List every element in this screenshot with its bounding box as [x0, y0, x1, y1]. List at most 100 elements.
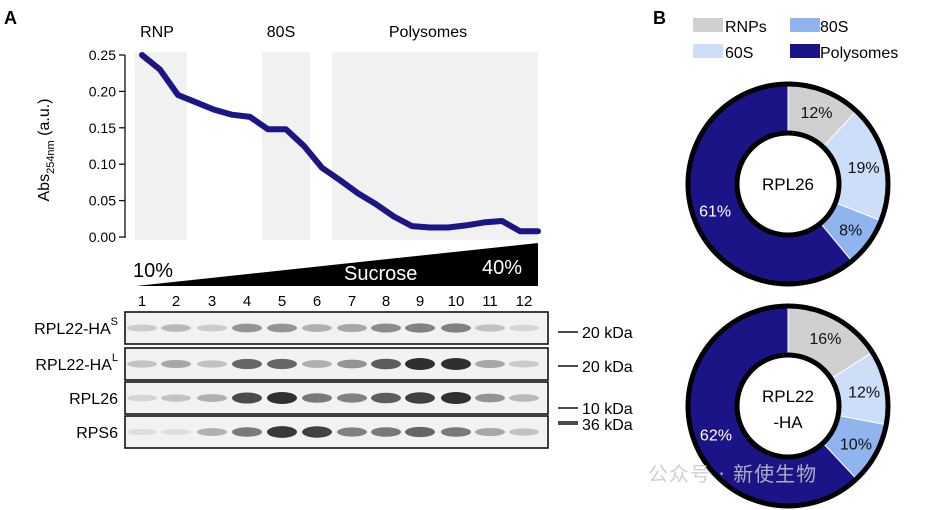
legend-label: RNPs — [725, 19, 767, 36]
blot-strip: RPL26 10 kDa — [69, 381, 633, 418]
gradient-low-label: 10% — [133, 260, 173, 282]
blot-band — [441, 427, 471, 437]
blot-band — [405, 358, 435, 370]
fraction-number: 1 — [138, 293, 146, 310]
marker-label: 20 kDa — [582, 359, 633, 376]
region-label-rnp: RNP — [140, 24, 174, 41]
blot-band — [405, 426, 435, 438]
legend-label: Polysomes — [820, 45, 898, 62]
legend-swatch — [693, 44, 723, 58]
fraction-number: 9 — [416, 293, 424, 310]
marker-label: 10 kDa — [582, 401, 633, 418]
blot-band — [405, 392, 435, 404]
blot-band — [232, 427, 262, 437]
blot-band — [475, 393, 505, 403]
gradient-high-label: 40% — [482, 257, 522, 279]
sucrose-gradient-wedge — [136, 243, 538, 286]
fraction-number: 7 — [348, 293, 356, 310]
legend-swatch — [790, 18, 820, 32]
donut-center-label: -HA — [773, 413, 803, 432]
donut-slice-label: 12% — [848, 384, 880, 401]
blot-band — [371, 358, 401, 370]
blot-band — [267, 358, 297, 370]
gradient-label: Sucrose — [344, 263, 417, 285]
donut-chart: 16% 12% 10% 62% RPL22 -HA — [685, 303, 891, 509]
y-tick-label: 0.25 — [89, 47, 116, 63]
blot-band — [197, 360, 227, 368]
legend-swatch — [790, 44, 820, 58]
blot-band — [161, 359, 191, 369]
y-tick-label: 0.15 — [89, 120, 116, 136]
western-blots: RPL22-HAS 20 kDa RPL22-HAL 20 kDa RPL26 10 kD… — [34, 311, 633, 449]
blot-band — [127, 428, 157, 436]
blot-band — [441, 323, 471, 333]
blot-band — [161, 428, 191, 436]
rnp-region-shade — [135, 52, 187, 240]
blot-band — [405, 323, 435, 333]
blot-band — [161, 324, 191, 332]
legend-label: 60S — [725, 45, 753, 62]
legend-swatch — [693, 18, 723, 32]
blot-band — [267, 323, 297, 333]
blot-band — [509, 394, 539, 402]
blot-band — [337, 393, 367, 403]
legend-label: 80S — [820, 19, 848, 36]
donut-slice-label: 12% — [801, 105, 833, 122]
blot-label: RPS6 — [76, 425, 118, 442]
blot-band — [127, 394, 157, 402]
fraction-number: 5 — [278, 293, 286, 310]
y-tick-label: 0.00 — [89, 229, 116, 245]
blot-band — [197, 324, 227, 332]
marker-label: 20 kDa — [582, 325, 633, 342]
fraction-number: 2 — [172, 293, 180, 310]
watermark: 公众号 · 新使生物 — [648, 462, 818, 486]
marker-label: 36 kDa — [582, 417, 633, 434]
region-label-80s: 80S — [267, 24, 295, 41]
blot-band — [509, 324, 539, 332]
blot-band — [475, 324, 505, 332]
blot-band — [302, 324, 332, 332]
donut-center — [734, 352, 842, 460]
blot-strip: RPL22-HAL 20 kDa — [35, 347, 633, 381]
blot-band — [232, 358, 262, 370]
fraction-number: 4 — [243, 293, 251, 310]
blot-band — [302, 426, 332, 438]
blot-band — [475, 427, 505, 437]
fraction-number: 3 — [208, 293, 216, 310]
donut-slice-label: 16% — [809, 331, 841, 348]
blot-strip: RPL22-HAS 20 kDa — [34, 311, 633, 345]
blot-band — [302, 393, 332, 403]
donut-slice-label: 19% — [848, 160, 880, 177]
donut-slice-label: 8% — [839, 223, 862, 240]
blot-band — [127, 324, 157, 332]
blot-band — [302, 360, 332, 368]
blot-label: RPL22-HAS — [34, 316, 118, 338]
y-tick-label: 0.10 — [89, 156, 116, 172]
blot-band — [127, 360, 157, 368]
blot-band — [509, 428, 539, 436]
blot-band — [475, 359, 505, 369]
donut-center-label: RPL22 — [762, 387, 814, 406]
donut-center — [734, 130, 842, 238]
blot-label: RPL26 — [69, 391, 118, 408]
region-label-polysomes: Polysomes — [389, 24, 467, 41]
fraction-number: 6 — [313, 293, 321, 310]
blot-band — [337, 323, 367, 333]
blot-band — [371, 392, 401, 404]
fraction-number: 12 — [516, 293, 533, 310]
donut-outer-ring — [685, 81, 891, 287]
donut-outer-ring — [685, 303, 891, 509]
blot-band — [337, 427, 367, 437]
fraction-numbers: 1 2 3 4 5 6 7 8 9 10 11 12 — [138, 293, 533, 310]
fraction-number: 11 — [482, 293, 498, 310]
donut-slice-label: 62% — [700, 428, 732, 445]
blot-band — [161, 394, 191, 402]
panel-a-letter: A — [4, 8, 17, 28]
blot-band — [232, 323, 262, 333]
legend: RNPs 80S 60S Polysomes — [693, 18, 898, 62]
y-tick-label: 0.20 — [89, 83, 116, 99]
absorbance-trace — [139, 52, 541, 235]
donut-chart: 12% 19% 8% 61% RPL26 — [685, 81, 891, 287]
blot-strip: RPS6 36 kDa — [76, 415, 633, 449]
blot-band — [197, 428, 227, 436]
